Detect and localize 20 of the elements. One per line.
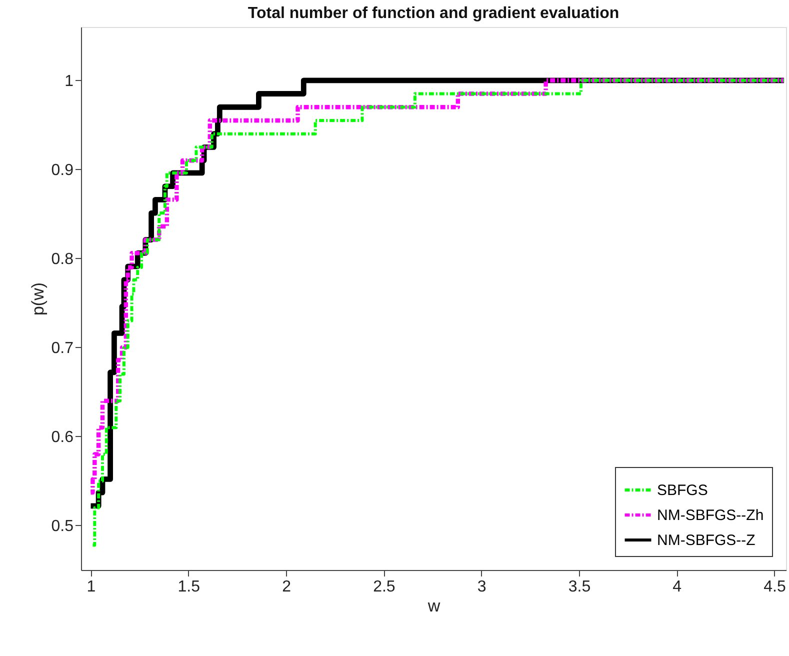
x-tick-label: 3 <box>477 578 486 596</box>
x-tick-label: 1.5 <box>178 578 200 596</box>
legend-label: NM-SBFGS--Zh <box>657 507 764 524</box>
legend-label: SBFGS <box>657 482 708 499</box>
x-tick-label: 4 <box>672 578 682 596</box>
x-tick-label: 1 <box>86 578 96 596</box>
y-axis-title: p(w) <box>28 282 48 316</box>
x-tick-label: 4.5 <box>764 578 786 596</box>
y-tick-label: 0.6 <box>51 428 74 446</box>
chart-title: Total number of function and gradient evaluation <box>248 5 620 22</box>
y-tick-label: 0.5 <box>51 518 74 535</box>
x-tick-label: 2.5 <box>373 578 396 596</box>
y-tick-label: 0.8 <box>51 250 74 268</box>
y-tick-label: 1 <box>64 72 74 90</box>
legend-label: NM-SBFGS--Z <box>657 532 756 549</box>
x-tick-label: 2 <box>282 578 292 596</box>
y-tick-label: 0.9 <box>51 162 74 179</box>
x-axis-title: w <box>426 596 441 616</box>
y-tick-label: 0.7 <box>51 340 74 357</box>
x-tick-label: 3.5 <box>568 578 591 596</box>
